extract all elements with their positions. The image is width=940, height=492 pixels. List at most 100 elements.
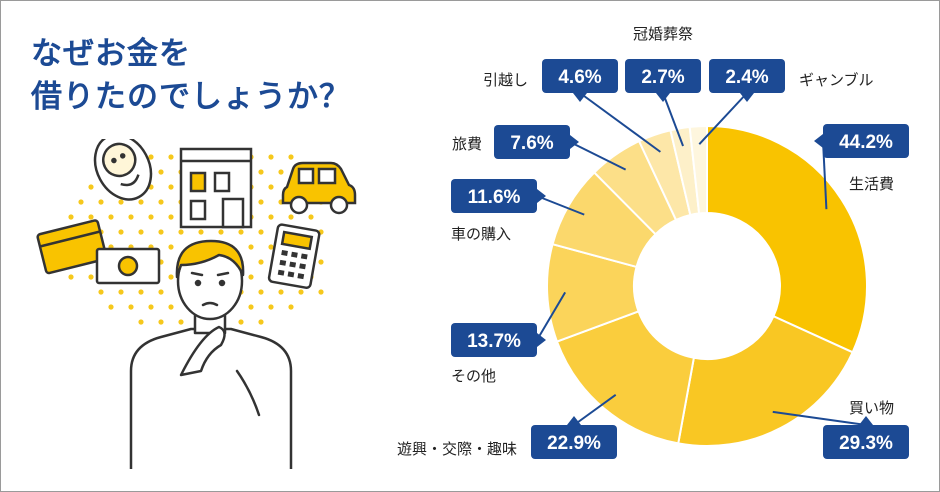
pattern-dot — [68, 274, 74, 280]
pattern-dot — [168, 214, 174, 220]
chart-callouts: 44.2% 生活費 29.3% 買い物 22.9% 遊興・交際・趣味 13.7% その他 11.… — [397, 25, 909, 459]
pattern-dot — [268, 304, 274, 310]
pattern-dot — [88, 214, 94, 220]
pattern-dot — [248, 274, 254, 280]
callout-leader-line — [536, 195, 585, 216]
pattern-dot — [138, 289, 144, 295]
pattern-dot — [198, 229, 204, 235]
data-label: 4.6% — [558, 67, 601, 88]
pattern-dot — [118, 229, 124, 235]
callout-box — [542, 59, 618, 93]
data-label: 2.4% — [725, 67, 768, 88]
pattern-dot — [158, 319, 164, 325]
pattern-dot — [268, 184, 274, 190]
callout-pointer — [814, 134, 823, 148]
pattern-dot — [218, 229, 224, 235]
thinking-person-icon — [129, 239, 293, 469]
data-label: 13.7% — [467, 331, 521, 352]
pattern-dot — [98, 199, 104, 205]
pattern-dot — [138, 319, 144, 325]
callout-leader-line — [573, 393, 617, 426]
segment-callout: 13.7% その他 — [451, 291, 567, 385]
category-label: 引越し — [483, 71, 528, 89]
callout-pointer — [740, 93, 754, 102]
category-label: ギャンブル — [799, 71, 874, 89]
pattern-dot — [68, 214, 74, 220]
category-label: 遊興・交際・趣味 — [397, 440, 517, 458]
callout-box — [494, 125, 570, 159]
pattern-dot — [148, 214, 154, 220]
data-label: 2.7% — [641, 67, 684, 88]
callout-pointer — [567, 416, 581, 425]
data-label: 22.9% — [547, 433, 601, 454]
pattern-dot — [168, 304, 174, 310]
segment-callout: 2.7% 冠婚葬祭 — [625, 25, 701, 147]
pattern-dot — [158, 199, 164, 205]
callout-box — [823, 124, 909, 158]
pattern-dot — [258, 229, 264, 235]
pattern-dot — [158, 229, 164, 235]
callout-pointer — [537, 333, 546, 347]
segment-callout: 11.6% 車の購入 — [451, 179, 585, 243]
data-label: 44.2% — [839, 132, 893, 153]
callout-pointer — [573, 93, 587, 102]
pattern-dot — [268, 154, 274, 160]
pattern-dot — [308, 214, 314, 220]
pattern-dot — [138, 229, 144, 235]
callout-box — [531, 425, 617, 459]
callout-box — [823, 425, 909, 459]
callout-box — [709, 59, 785, 93]
pattern-dot — [178, 229, 184, 235]
pattern-dot — [158, 289, 164, 295]
callout-pointer — [656, 93, 670, 102]
category-label: 生活費 — [849, 175, 894, 193]
donut-segment — [688, 124, 708, 215]
pattern-dot — [108, 214, 114, 220]
pattern-dot — [258, 169, 264, 175]
calculator-icon — [267, 223, 321, 290]
pattern-dot — [108, 304, 114, 310]
callout-leader-line — [569, 141, 627, 171]
segment-callout: 4.6% 引越し — [483, 59, 661, 153]
segment-callout: 7.6% 旅費 — [452, 125, 627, 171]
callout-leader-line — [698, 92, 748, 145]
pattern-dot — [288, 214, 294, 220]
pattern-dot — [258, 199, 264, 205]
pattern-dot — [288, 304, 294, 310]
callout-pointer — [859, 416, 873, 425]
title-line-2: 借りたのでしょうか？ — [31, 79, 351, 115]
callout-leader-line — [536, 291, 567, 341]
data-label: 29.3% — [839, 433, 893, 454]
pattern-dot — [178, 319, 184, 325]
pattern-dot — [258, 319, 264, 325]
pattern-dot — [138, 199, 144, 205]
pattern-dot — [148, 154, 154, 160]
pattern-dot — [258, 289, 264, 295]
pattern-dot — [248, 304, 254, 310]
callout-box — [625, 59, 701, 93]
pattern-dot — [288, 154, 294, 160]
callout-leader-line — [662, 92, 684, 147]
donut-segment — [677, 314, 854, 447]
pattern-dot — [168, 274, 174, 280]
category-label: 冠婚葬祭 — [633, 25, 693, 43]
pattern-dot — [258, 259, 264, 265]
pattern-dot — [118, 199, 124, 205]
pattern-dot — [98, 289, 104, 295]
callout-pointer — [570, 135, 579, 149]
pattern-dot — [78, 199, 84, 205]
pattern-dot — [128, 304, 134, 310]
pattern-dot — [128, 214, 134, 220]
credit-card-icon — [36, 219, 108, 275]
callout-leader-line — [579, 92, 661, 153]
title-line-1: なぜお金を — [31, 36, 191, 72]
category-label: 車の購入 — [451, 225, 511, 243]
donut-segment — [555, 310, 696, 445]
category-label: 旅費 — [452, 135, 482, 153]
pattern-dot — [148, 304, 154, 310]
pattern-dot — [168, 184, 174, 190]
pattern-dot — [88, 184, 94, 190]
segment-callout: 22.9% 遊興・交際・趣味 — [397, 393, 617, 459]
cash-icon — [95, 247, 161, 285]
pattern-dot — [298, 289, 304, 295]
